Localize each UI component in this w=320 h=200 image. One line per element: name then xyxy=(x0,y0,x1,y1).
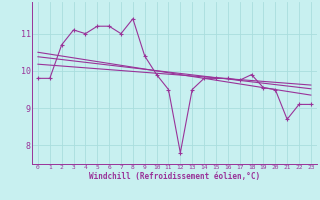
X-axis label: Windchill (Refroidissement éolien,°C): Windchill (Refroidissement éolien,°C) xyxy=(89,172,260,181)
